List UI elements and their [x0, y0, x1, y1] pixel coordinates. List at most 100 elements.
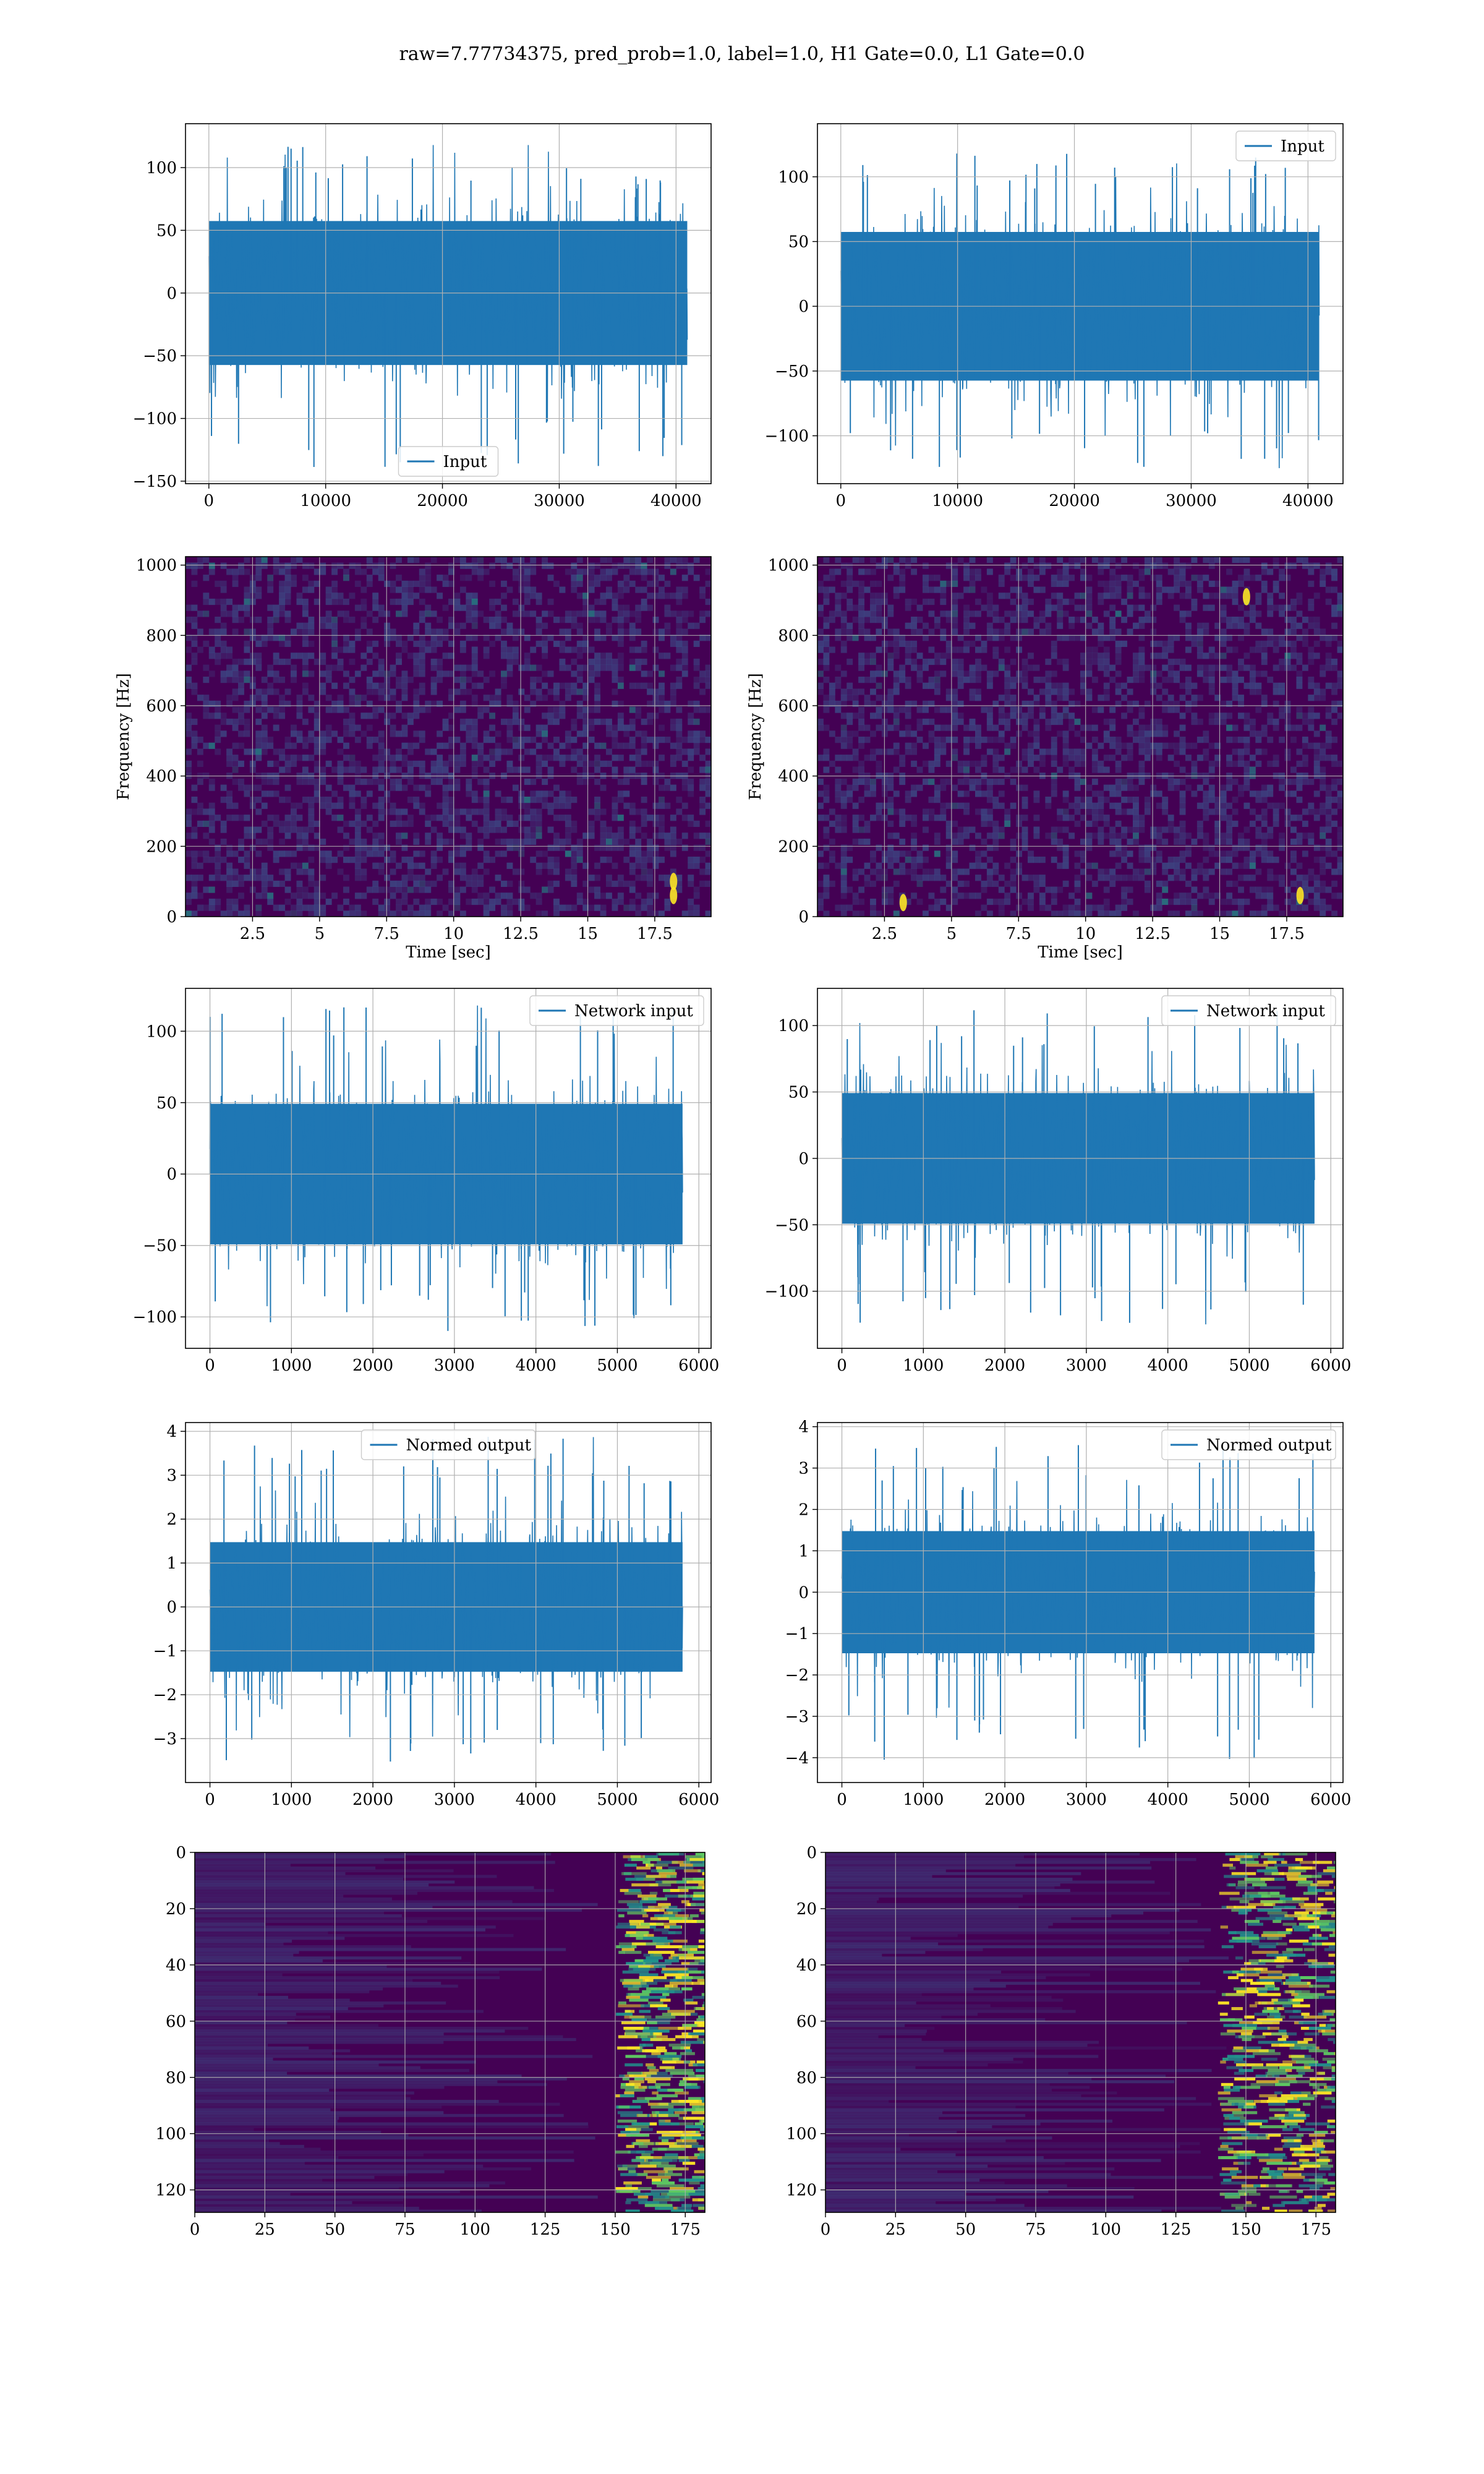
heatmap-cell — [1313, 755, 1320, 761]
heatmap-cell — [1162, 653, 1169, 659]
heatmap-cell — [1115, 820, 1122, 827]
heatmap-cell — [705, 670, 711, 677]
heatmap-cell — [384, 766, 391, 773]
heatmap-cell — [291, 862, 297, 869]
heatmap-cell — [1138, 658, 1145, 666]
heatmap-cell — [1103, 910, 1110, 917]
heatmap-cell — [273, 778, 279, 785]
heatmap-cell — [343, 833, 349, 839]
heatmap-cell — [1098, 557, 1104, 563]
heatmap-cell — [1074, 635, 1081, 641]
heatmap-cell — [238, 670, 244, 677]
heatmap-cell — [940, 628, 947, 635]
heatmap-cell — [952, 820, 958, 827]
heatmap-cell — [934, 586, 940, 593]
heatmap-cell — [401, 760, 408, 767]
heatmap-cell — [553, 862, 560, 869]
heatmap-cell — [407, 742, 414, 749]
heatmap-cell — [963, 880, 970, 887]
heatmap-cell — [565, 664, 571, 671]
heatmap-cell — [477, 755, 484, 761]
heatmap-cell — [331, 562, 338, 569]
heatmap-cell — [1179, 797, 1186, 803]
heatmap-cell — [1051, 737, 1057, 743]
heatmap-cell — [852, 713, 859, 719]
heatmap-cell — [952, 670, 958, 677]
heatmap-cell — [372, 844, 379, 851]
heatmap-cell — [308, 910, 315, 917]
heatmap-cell — [1103, 875, 1110, 881]
x-tick-label: 30000 — [1166, 492, 1217, 510]
heatmap-cell — [430, 815, 437, 821]
heatmap-cell — [208, 568, 215, 575]
heatmap-cell — [366, 580, 373, 587]
heatmap-cell — [390, 802, 396, 809]
heatmap-cell — [320, 742, 326, 749]
heatmap-cell — [963, 868, 970, 875]
heatmap-cell — [413, 557, 420, 563]
heatmap-cell — [343, 886, 349, 893]
heatmap-cell — [823, 706, 830, 713]
heatmap-cell — [1220, 604, 1227, 611]
heatmap-cell — [226, 748, 233, 755]
heatmap-cell — [852, 557, 859, 563]
heatmap-cell — [448, 713, 454, 719]
heatmap-cell — [1284, 862, 1291, 869]
heatmap-cell — [975, 766, 981, 773]
heatmap-cell — [1226, 760, 1233, 767]
heatmap-cell — [1109, 833, 1116, 839]
heatmap-cell — [378, 562, 385, 569]
heatmap-cell — [945, 833, 952, 839]
heatmap-cell — [1308, 695, 1315, 701]
heatmap-cell — [635, 760, 642, 767]
heatmap-cell — [647, 557, 654, 563]
heatmap-cell — [659, 802, 665, 809]
heatmap-cell — [1156, 640, 1162, 647]
heatmap-cell — [186, 850, 192, 857]
heatmap-cell — [1150, 862, 1157, 869]
heatmap-cell — [372, 778, 379, 785]
heatmap-cell — [1196, 664, 1203, 671]
heatmap-cell — [1080, 868, 1086, 875]
heatmap-cell — [244, 646, 250, 653]
heatmap-cell — [945, 778, 952, 785]
heatmap-cell — [466, 808, 472, 815]
heatmap-cell — [343, 610, 349, 617]
heatmap-cell — [1203, 838, 1209, 845]
heatmap-cell — [273, 790, 279, 797]
heatmap-cell — [940, 898, 947, 905]
heatmap-cell — [349, 760, 356, 767]
heatmap-cell — [986, 557, 993, 563]
heatmap-cell — [384, 797, 391, 803]
heatmap-cell — [1062, 635, 1069, 641]
heatmap-cell — [846, 790, 853, 797]
heatmap-cell — [893, 868, 900, 875]
heatmap-cell — [279, 700, 286, 707]
heatmap-cell — [267, 826, 274, 833]
axes-frame — [185, 123, 712, 484]
heatmap-cell — [1174, 833, 1180, 839]
heatmap-cell — [1033, 857, 1040, 863]
heatmap-cell — [1138, 844, 1145, 851]
heatmap-cell — [296, 653, 303, 659]
heatmap-cell — [255, 910, 262, 917]
heatmap-cell — [296, 622, 303, 629]
heatmap-cell — [186, 617, 192, 623]
heatmap-cell — [1098, 562, 1104, 569]
heatmap-cell — [384, 910, 391, 917]
heatmap-cell — [1057, 658, 1064, 666]
heatmap-cell — [320, 838, 326, 845]
heatmap-cell — [952, 784, 958, 791]
heatmap-cell — [905, 706, 911, 713]
heatmap-cell — [846, 688, 853, 695]
heatmap-cell — [267, 664, 274, 671]
heatmap-cell — [1021, 604, 1028, 611]
heatmap-cell — [390, 778, 396, 785]
heatmap-cell — [1162, 730, 1169, 737]
heatmap-cell — [483, 808, 490, 815]
heatmap-cell — [442, 797, 449, 803]
heatmap-cell — [670, 742, 676, 749]
heatmap-cell — [1138, 815, 1145, 821]
heatmap-cell — [1226, 910, 1233, 917]
heatmap-cell — [1279, 833, 1286, 839]
